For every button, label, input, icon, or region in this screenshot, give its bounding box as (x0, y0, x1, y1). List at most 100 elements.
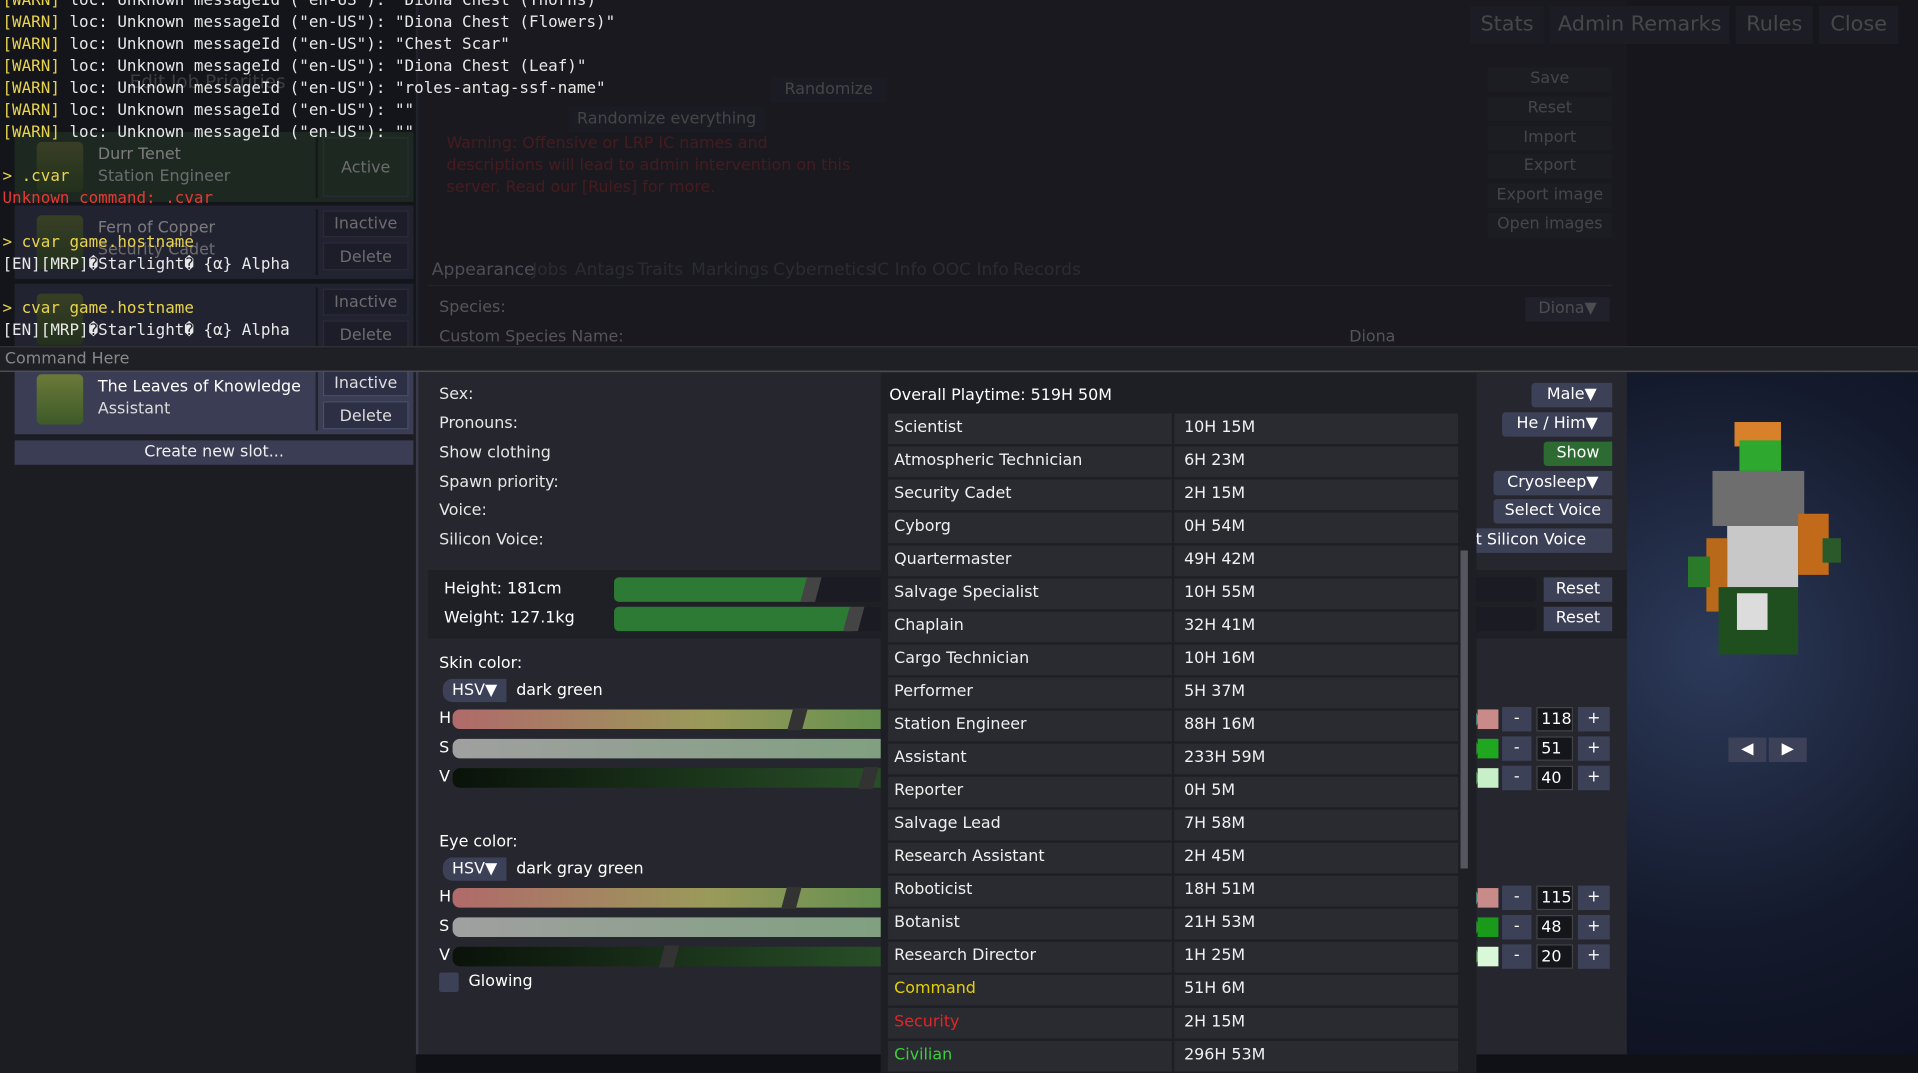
plus-button[interactable]: + (1577, 765, 1610, 791)
playtime-time: 18H 51M (1184, 880, 1256, 900)
field-value[interactable]: He / Him▼ (1502, 412, 1613, 437)
playtime-cell (888, 644, 1172, 676)
console-line: > cvar game.hostname (2, 298, 193, 320)
channel-value: 51 (1536, 736, 1574, 761)
field-value[interactable]: Show (1543, 441, 1613, 467)
playtime-role: Salvage Specialist (894, 583, 1039, 602)
playtime-cell (1174, 644, 1459, 676)
height-label: Height: 181cm (444, 579, 562, 599)
console-line: [WARN] loc: Unknown messageId ("en-US"):… (2, 122, 414, 144)
console-input[interactable]: Command Here (0, 346, 1918, 372)
color-mode[interactable]: HSV▼ (442, 678, 507, 703)
channel-value: 115 (1536, 885, 1574, 911)
nav-prev[interactable]: ◀ (1728, 737, 1767, 763)
playtime-cell (888, 1007, 1172, 1039)
playtime-cell (1174, 842, 1459, 874)
console-text: > cvar game.hostname (2, 233, 194, 252)
playtime-role: Performer (894, 682, 973, 701)
console-tag: [WARN] (2, 13, 60, 32)
playtime-time: 51H 6M (1184, 979, 1246, 999)
playtime-time: 6H 23M (1184, 451, 1246, 470)
playtime-cell (1174, 611, 1459, 643)
field-value[interactable]: Cryosleep▼ (1493, 470, 1613, 496)
create-slot[interactable]: Create new slot... (14, 440, 414, 465)
playtime-cell (1174, 809, 1459, 841)
reset-button[interactable]: Reset (1543, 577, 1613, 602)
playtime-cell (1174, 875, 1459, 907)
channel-label: V (439, 768, 451, 787)
channel-value: 118 (1536, 707, 1574, 732)
playtime-cell (888, 710, 1172, 742)
channel-label: S (439, 738, 450, 758)
console-line: [WARN] loc: Unknown messageId ("en-US"):… (2, 12, 615, 34)
field-label: Show clothing (439, 444, 551, 463)
playtime-role: Quartermaster (894, 550, 1012, 569)
console-text: > .cvar (2, 167, 70, 186)
plus-button[interactable]: + (1577, 944, 1610, 969)
playtime-cell (1174, 908, 1459, 940)
playtime-role: Reporter (894, 781, 964, 800)
color-mode[interactable]: HSV▼ (442, 857, 507, 881)
minus-button[interactable]: - (1502, 914, 1532, 940)
playtime-cell (888, 776, 1172, 808)
playtime-cell (1174, 743, 1459, 775)
slot-status[interactable]: Inactive (322, 369, 409, 397)
console-text: loc: Unknown messageId ("en-US"): "Diona… (69, 57, 587, 76)
playtime-cell (1174, 941, 1459, 973)
console-text: loc: Unknown messageId ("en-US"): "" (69, 101, 415, 120)
console-tag: [WARN] (2, 57, 60, 76)
weight-label: Weight: 127.1kg (444, 609, 575, 628)
console-line: [WARN] loc: Unknown messageId ("en-US"):… (2, 78, 605, 100)
slider-fill (614, 606, 857, 632)
plus-button[interactable]: + (1577, 736, 1610, 761)
color-swatch (1477, 917, 1499, 937)
minus-button[interactable]: - (1502, 707, 1532, 732)
playtime-time: 0H 5M (1184, 781, 1236, 800)
channel-label: V (439, 946, 451, 966)
reset-button[interactable]: Reset (1543, 606, 1613, 632)
playtime-role: Roboticist (894, 880, 973, 900)
playtime-role: Research Assistant (894, 847, 1045, 867)
playtime-scrollbar (1460, 550, 1468, 869)
playtime-cell (888, 1040, 1172, 1072)
minus-button[interactable]: - (1502, 736, 1532, 761)
plus-button[interactable]: + (1577, 885, 1610, 911)
slot-name: The Leaves of Knowledge (97, 377, 301, 397)
channel-label: S (439, 917, 450, 936)
playtime-cell (1174, 677, 1459, 709)
channel-label: H (439, 709, 452, 728)
minus-button[interactable]: - (1502, 765, 1532, 791)
playtime-time: 5H 37M (1184, 682, 1246, 701)
slot-delete[interactable]: Delete (322, 401, 409, 430)
nav-next[interactable]: ▶ (1768, 737, 1807, 763)
playtime-cell (888, 974, 1172, 1006)
playtime-time: 7H 58M (1184, 814, 1246, 834)
console-line: > .cvar (2, 166, 69, 188)
color-swatch (1477, 946, 1499, 967)
plus-button[interactable]: + (1577, 707, 1610, 732)
console-text: [EN][MRP]�Starlight� {α} Alpha (2, 321, 290, 341)
channel-value: 20 (1536, 944, 1574, 969)
channel-value: 48 (1536, 914, 1574, 940)
console-line: > cvar game.hostname (2, 232, 193, 254)
character-sprite (1822, 538, 1841, 563)
playtime-cell (888, 842, 1172, 874)
playtime-time: 88H 16M (1184, 715, 1256, 734)
playtime-time: 2H 45M (1184, 847, 1246, 867)
field-label: Silicon Voice: (439, 530, 544, 550)
minus-button[interactable]: - (1502, 944, 1532, 969)
color-swatch (1477, 738, 1499, 759)
field-label: Spawn priority: (439, 473, 559, 492)
minus-button[interactable]: - (1502, 885, 1532, 911)
plus-button[interactable]: + (1577, 914, 1610, 940)
console-line: [EN][MRP]�Starlight� {α} Alpha (2, 254, 289, 276)
playtime-cell (888, 908, 1172, 940)
playtime-role: Assistant (894, 748, 967, 767)
field-value[interactable]: Male▼ (1531, 382, 1613, 408)
field-value[interactable]: Select Voice (1493, 499, 1613, 524)
console-line: [WARN] loc: Unknown messageId ("en-US"):… (2, 56, 586, 78)
playtime-cell (1174, 512, 1459, 544)
playtime-role: Security (894, 1012, 960, 1032)
playtime-cell (888, 446, 1172, 478)
